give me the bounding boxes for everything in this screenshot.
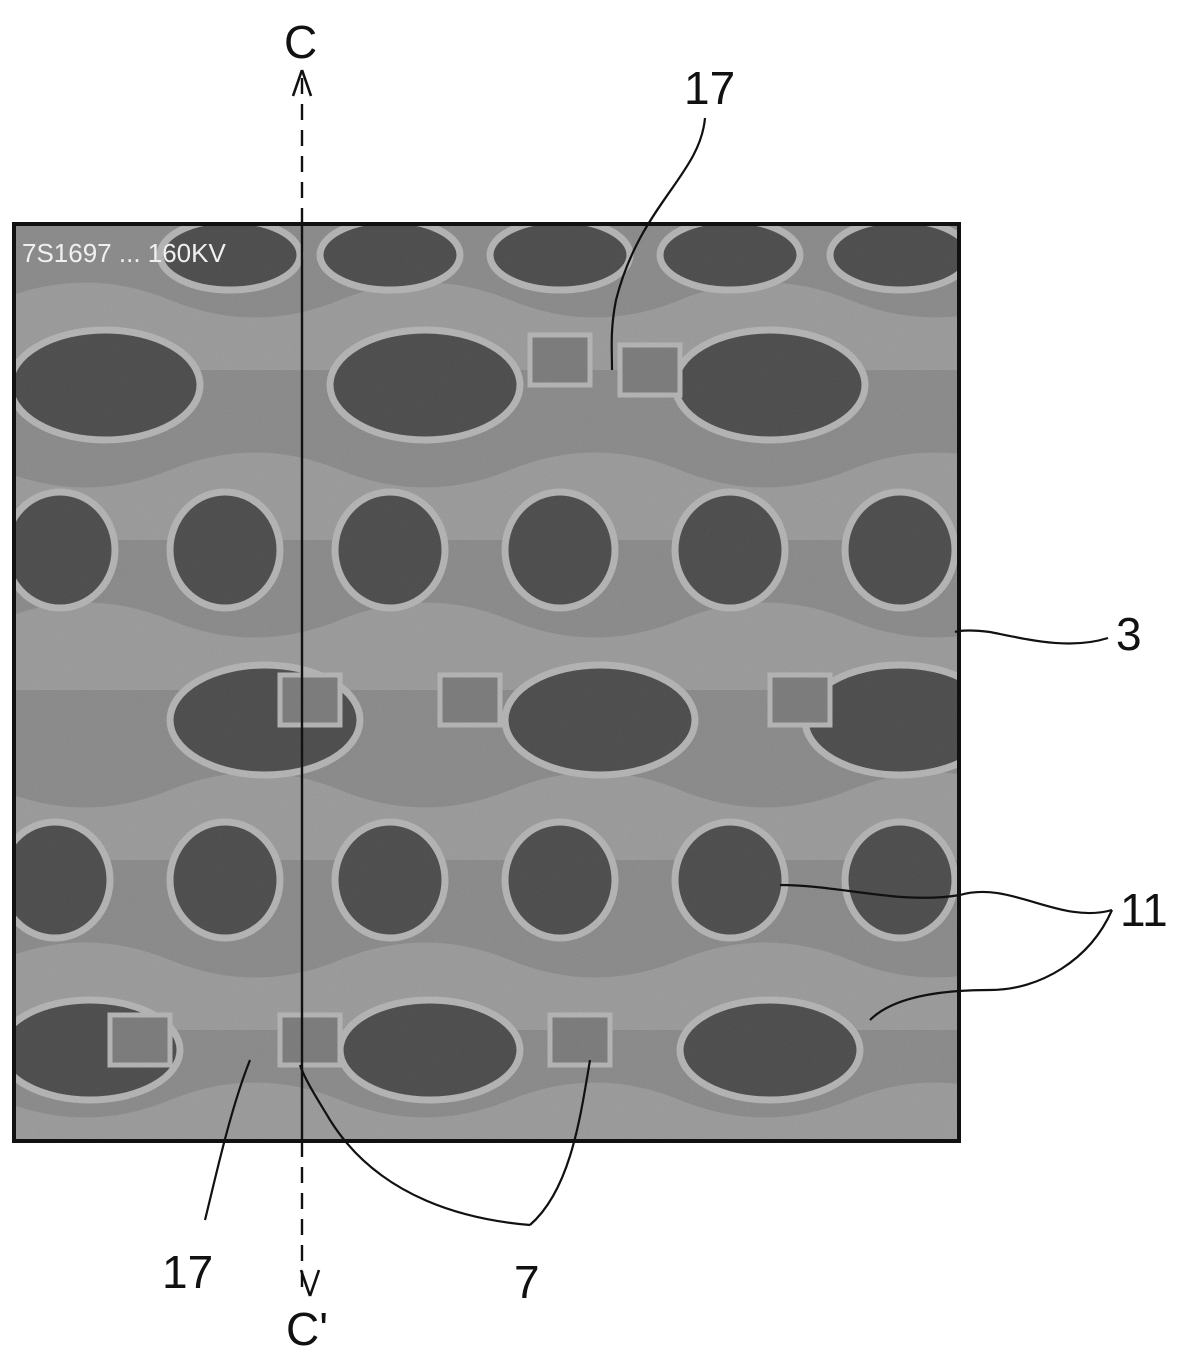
label-section-c-bottom: C' (286, 1303, 328, 1355)
leader-3 (955, 631, 1108, 644)
label-7: 7 (514, 1256, 540, 1308)
label-3: 3 (1116, 608, 1142, 660)
label-17-bottom: 17 (162, 1246, 213, 1298)
arrow-down-icon (301, 1270, 319, 1296)
label-11: 11 (1120, 884, 1168, 936)
sem-micrograph: 7S1697 ... 160KV (0, 220, 1020, 1170)
micrograph-corner-text: 7S1697 ... 160KV (22, 238, 226, 268)
label-17-top: 17 (684, 62, 735, 114)
label-section-c-top: C (284, 16, 317, 68)
